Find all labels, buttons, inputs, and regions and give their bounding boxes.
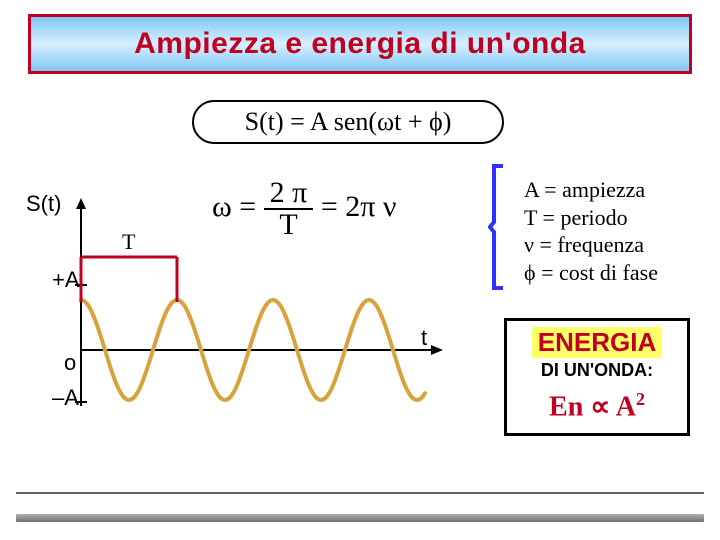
wave-formula-box: S(t) = A sen(ωt + ϕ) [192,100,504,144]
y-axis-label: S(t) [26,191,61,217]
energy-formula-exp: 2 [636,389,645,409]
wave-chart: S(t) +A o –A t T [26,195,456,420]
legend-item: A = ampiezza [524,176,686,204]
footer-line [16,492,704,494]
wave-formula: S(t) = A sen(ωt + ϕ) [245,107,452,137]
legend-item: T = periodo [524,204,686,232]
slide: Ampiezza e energia di un'onda S(t) = A s… [0,0,720,540]
plus-a-label: +A [52,267,80,293]
origin-label: o [64,350,76,376]
legend-item: ν = frequenza [524,231,686,259]
energy-title: ENERGIA [532,327,662,358]
energy-subtitle: DI UN'ONDA: [511,360,683,381]
title-box: Ampiezza e energia di un'onda [28,14,692,74]
energy-formula-base: En ∝ A [549,391,636,422]
x-axis-label: t [421,325,427,351]
period-label: T [122,229,135,255]
bracket-icon [488,164,506,290]
legend-box: A = ampiezza T = periodo ν = frequenza ϕ… [506,168,696,294]
energy-formula: En ∝ A2 [511,389,683,423]
energy-box: ENERGIA DI UN'ONDA: En ∝ A2 [504,318,690,436]
page-title: Ampiezza e energia di un'onda [134,27,586,61]
minus-a-label: –A [52,385,79,411]
wave-svg [26,195,456,420]
legend-item: ϕ = cost di fase [524,259,686,287]
footer-bar [16,514,704,522]
